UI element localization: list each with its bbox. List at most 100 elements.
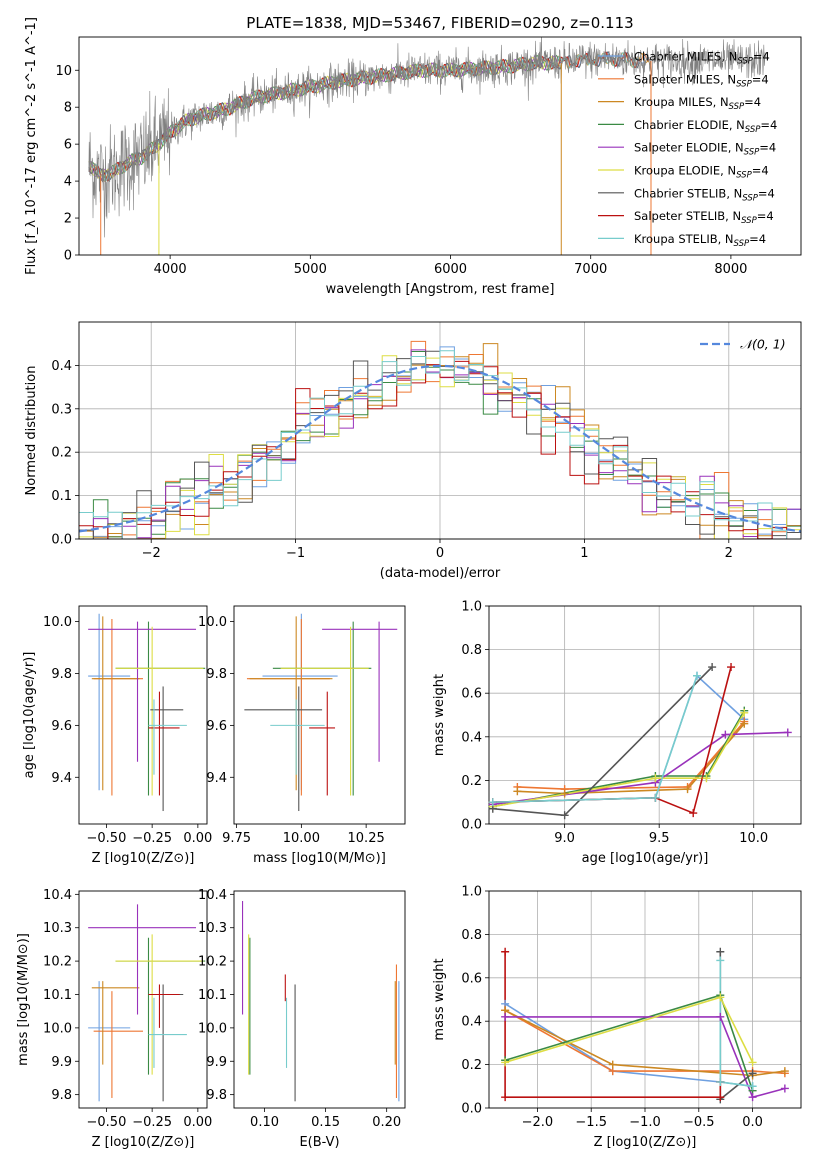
mass-weight-marker	[783, 728, 792, 737]
legend-label-subscript: SSP	[745, 125, 761, 135]
mass-weight-marker	[748, 1058, 757, 1067]
mass-weight-line	[719, 951, 754, 1101]
mass-weight-line	[504, 1009, 786, 1077]
mass-weight-marker	[748, 1093, 757, 1102]
mass-weight-line	[492, 666, 713, 817]
y-tick-label: 0.0	[51, 533, 72, 548]
y-tick-label: 10.4	[198, 888, 227, 903]
x-tick-label: −1.5	[575, 1115, 607, 1130]
x-tick-label: 9.5	[649, 831, 670, 846]
legend-label-text: Chabrier STELIB, N	[634, 186, 742, 200]
y-tick-label: 10.0	[198, 1021, 227, 1036]
x-axis-label: wavelength [Angstrom, rest frame]	[326, 282, 555, 297]
axes-frame	[78, 321, 802, 540]
y-axis-label: mass weight	[432, 958, 447, 1040]
mass-weight-marker	[716, 1093, 725, 1102]
x-tick-label: −2	[142, 546, 161, 561]
axes-frame	[488, 890, 802, 1109]
residuals-panel: −2 −1 0 1 2 0.0 0.1 0.2 0.3 0.4 (data-model)/error…	[24, 321, 802, 581]
mass-weight-line	[517, 723, 745, 795]
y-tick-label: 6	[64, 138, 72, 153]
x-tick-label: −2.0	[522, 1115, 554, 1130]
mass-weight-marker	[748, 1069, 757, 1078]
legend-label-text: Chabrier MILES, N	[634, 50, 737, 64]
legend-label-text: Kroupa STELIB, N	[634, 232, 734, 246]
mass-weight-vs-z-panel: −2.0 −1.5 −1.0 −0.5 0.0 0.0 0.2 0.4 0.6 0.8 1.0 Z […	[432, 885, 802, 1150]
mass-weight-marker	[780, 1067, 789, 1076]
axes-frame	[78, 890, 208, 1109]
mass-weight-marker	[702, 774, 711, 783]
x-tick-label: −0.50	[87, 831, 127, 846]
x-tick-label: 10.0	[739, 831, 768, 846]
x-tick-label: 0.0	[742, 1115, 763, 1130]
x-tick-label: −1	[286, 546, 305, 561]
y-tick-label: 1.0	[461, 885, 482, 900]
y-axis-label: age [log10(age/yr)]	[22, 652, 37, 779]
mass-weight-marker	[513, 787, 522, 796]
axes-frame	[78, 605, 208, 825]
x-tick-label: 0.20	[372, 1115, 401, 1130]
legend-label: Chabrier MILES, NSSP=4	[634, 50, 770, 67]
x-tick-label: 0	[436, 546, 444, 561]
axes-frame	[233, 890, 406, 1109]
mass-weight-marker	[780, 1084, 789, 1093]
mass-weight-line	[505, 1016, 786, 1099]
y-tick-label: 10.0	[43, 1021, 72, 1036]
legend-label: Salpeter ELODIE, NSSP=4	[634, 141, 776, 158]
y-tick-label: 9.8	[51, 667, 72, 682]
legend-label-tail: =4	[760, 118, 777, 132]
y-tick-label: 8	[64, 101, 72, 116]
y-tick-label: 9.9	[206, 1055, 227, 1070]
x-tick-label: −0.25	[132, 1115, 172, 1130]
mass-weight-line	[504, 951, 722, 1098]
legend-label-text: Kroupa MILES, N	[634, 95, 729, 109]
y-tick-label: 0.6	[461, 687, 482, 702]
legend-label-tail: =4	[757, 209, 774, 223]
y-tick-label: 10.0	[198, 615, 227, 630]
y-tick-label: 9.4	[206, 771, 227, 786]
y-tick-label: 0.0	[461, 1102, 482, 1117]
y-tick-label: 0.0	[461, 818, 482, 833]
x-tick-label: 4000	[154, 262, 187, 277]
mass-vs-z-panel: −0.50 −0.25 0.00 9.8 9.9 10.0 10.1 10.2 10.3 10.4…	[16, 888, 212, 1150]
legend-label-text: Salpeter ELODIE, N	[634, 141, 744, 155]
x-tick-label: 0.00	[183, 1115, 212, 1130]
observed-spectrum-line	[88, 37, 767, 238]
y-tick-label: 0.1	[51, 489, 72, 504]
mass-weight-line	[719, 960, 753, 1088]
x-tick-label: 2	[725, 546, 733, 561]
y-tick-label: 0.2	[461, 774, 482, 789]
legend-label-subscript: SSP	[736, 79, 752, 89]
legend-label-text: Salpeter STELIB, N	[634, 209, 741, 223]
x-tick-label: −0.50	[87, 1115, 127, 1130]
mass-weight-marker	[716, 1077, 725, 1086]
mass-weight-marker	[708, 663, 717, 672]
y-tick-label: 0.8	[461, 928, 482, 943]
x-tick-label: 0.15	[311, 1115, 340, 1130]
legend-label-tail: =4	[752, 72, 769, 86]
mass-weight-marker	[721, 730, 730, 739]
legend-label: Kroupa ELODIE, NSSP=4	[634, 164, 769, 181]
x-axis-label: Z [log10(Z/Z⊙)]	[594, 1135, 697, 1150]
mass-weight-vs-age-panel: 9.0 9.5 10.0 0.0 0.2 0.4 0.6 0.8 1.0 age [log10(a…	[432, 600, 802, 866]
normal-curve-line	[79, 364, 801, 533]
legend-label-tail: =4	[759, 141, 776, 155]
x-tick-label: 10.00	[283, 831, 320, 846]
mass-vs-ebv-panel: 0.10 0.15 0.20 9.8 9.9 10.0 10.1 10.2 10.3 10.4 E(…	[198, 888, 406, 1150]
mass-weight-marker	[716, 956, 725, 965]
y-tick-label: 10.1	[198, 988, 227, 1003]
y-tick-label: 1.0	[461, 600, 482, 615]
axes-frame	[488, 605, 802, 825]
y-tick-label: 0.4	[51, 359, 72, 374]
mass-weight-marker	[501, 1012, 510, 1021]
x-tick-label: 0.10	[250, 1115, 279, 1130]
x-tick-label: −0.25	[132, 831, 172, 846]
legend-label: Kroupa MILES, NSSP=4	[634, 95, 761, 112]
spectrum-panel: 4000 5000 6000 7000 8000 0 2 4 6 8 10 wavelength [A…	[24, 17, 802, 297]
y-axis-label: Flux [f_λ 10^-17 erg cm^-2 s^-1 A^-1]	[24, 17, 39, 275]
legend-label-subscript: SSP	[734, 239, 750, 249]
y-tick-label: 9.8	[206, 667, 227, 682]
residual-histogram	[79, 350, 801, 539]
